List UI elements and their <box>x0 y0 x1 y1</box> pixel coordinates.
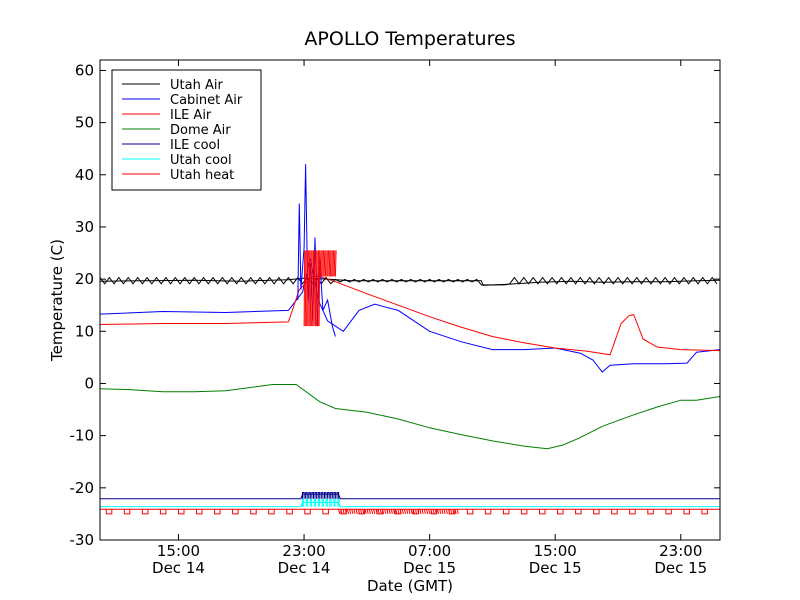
x-tick-label-date: Dec 14 <box>152 559 205 577</box>
series-line-dome-air <box>99 384 721 450</box>
x-axis-title: Date (GMT) <box>367 577 453 595</box>
chart-title: APOLLO Temperatures <box>304 28 515 50</box>
x-tick-label-time: 15:00 <box>534 542 577 560</box>
y-tick-label: -30 <box>70 531 95 549</box>
series-line-utah-air <box>99 277 721 286</box>
y-tick-label: 30 <box>75 218 94 236</box>
series-line-utah-cool <box>100 501 720 508</box>
y-axis: -30 -20 -10 0 10 20 30 40 50 60 <box>70 61 720 549</box>
y-tick-label: 20 <box>75 270 94 288</box>
utah-heat-pulses <box>105 509 708 515</box>
legend-label: Utah Air <box>170 78 223 93</box>
y-tick-label: 60 <box>75 61 94 79</box>
x-tick-label-time: 07:00 <box>408 542 451 560</box>
x-tick-label-date: Dec 14 <box>278 559 331 577</box>
series-line-ile-cool <box>100 493 720 500</box>
y-tick-label: 10 <box>75 322 94 340</box>
plot-frame <box>99 59 721 541</box>
y-tick-label: 0 <box>84 374 94 392</box>
legend-label: ILE cool <box>170 138 220 153</box>
x-tick-label-time: 23:00 <box>282 542 325 560</box>
legend-box <box>111 69 262 191</box>
ile-air-oscillation <box>303 250 337 327</box>
legend-label: ILE Air <box>170 108 212 123</box>
utah-air-wiggle <box>99 276 718 286</box>
legend-label: Utah heat <box>170 168 234 183</box>
y-axis-title: Temperature (C) <box>48 239 66 362</box>
y-tick-label: -10 <box>70 427 95 445</box>
y-tick-label: 40 <box>75 166 94 184</box>
legend-label: Dome Air <box>170 123 231 138</box>
y-tick-label: -20 <box>70 479 95 497</box>
utah-cool-pulses <box>302 498 340 507</box>
x-tick-label-time: 15:00 <box>157 542 200 560</box>
x-tick-label-date: Dec 15 <box>529 559 582 577</box>
x-tick-label-date: Dec 15 <box>654 559 707 577</box>
legend-label: Cabinet Air <box>170 93 243 108</box>
y-tick-label: 50 <box>75 114 94 132</box>
x-tick-label-time: 23:00 <box>659 542 702 560</box>
ile-cool-pulses <box>302 492 340 499</box>
x-tick-label-date: Dec 15 <box>403 559 456 577</box>
legend-label: Utah cool <box>170 153 232 168</box>
detail-group <box>99 164 718 515</box>
